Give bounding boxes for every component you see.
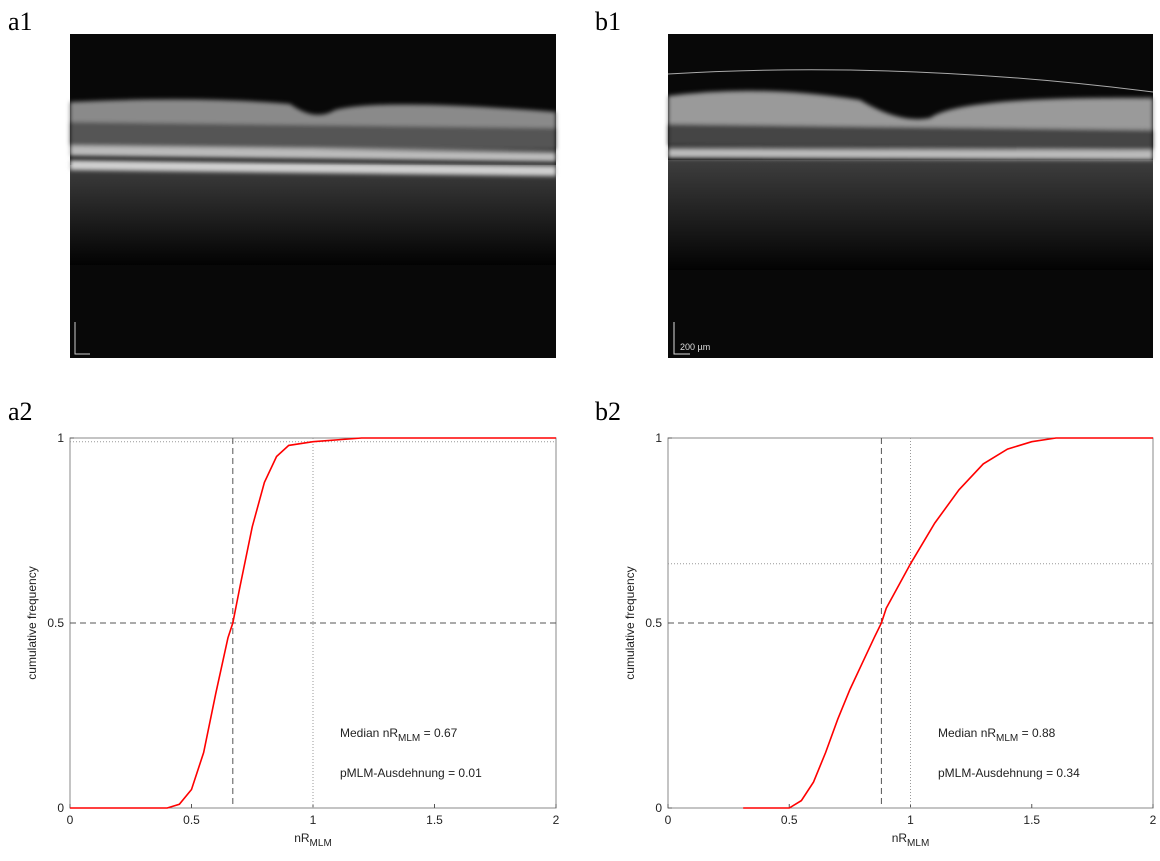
panel-label: a1 xyxy=(8,7,33,36)
annotation: Median nRMLM = 0.88 xyxy=(938,726,1056,744)
x-tick-label: 1 xyxy=(907,813,914,827)
x-axis-label: nRMLM xyxy=(294,831,332,849)
panel-label: b2 xyxy=(595,397,621,426)
x-tick-label: 1.5 xyxy=(1023,813,1040,827)
y-axis-label: cumulative frequency xyxy=(25,566,39,679)
panel-label: b1 xyxy=(595,7,621,36)
y-tick-label: 0 xyxy=(57,801,64,815)
y-axis-label: cumulative frequency xyxy=(623,566,637,679)
annotation: Median nRMLM = 0.67 xyxy=(340,726,458,744)
annotation: pMLM-Ausdehnung = 0.34 xyxy=(938,766,1080,780)
x-axis-label-main: nR xyxy=(892,831,908,845)
x-tick-label: 0.5 xyxy=(183,813,200,827)
annotation-part: = 0.88 xyxy=(1018,726,1055,740)
x-tick-label: 0.5 xyxy=(781,813,798,827)
annotation: pMLM-Ausdehnung = 0.01 xyxy=(340,766,482,780)
scale-bar-label: 200 µm xyxy=(680,342,710,352)
annotation-part: Median nR xyxy=(938,726,996,740)
y-tick-label: 0.5 xyxy=(47,616,64,630)
y-tick-label: 0 xyxy=(655,801,662,815)
annotation-sub: MLM xyxy=(398,733,420,744)
annotation-part: Median nR xyxy=(340,726,398,740)
annotation-sub: MLM xyxy=(996,733,1018,744)
x-axis-label-sub: MLM xyxy=(907,838,929,849)
y-tick-label: 0.5 xyxy=(645,616,662,630)
x-tick-label: 0 xyxy=(67,813,74,827)
x-tick-label: 1 xyxy=(310,813,317,827)
x-tick-label: 2 xyxy=(1150,813,1157,827)
y-tick-label: 1 xyxy=(655,431,662,445)
x-tick-label: 0 xyxy=(665,813,672,827)
x-tick-label: 1.5 xyxy=(426,813,443,827)
annotation-part: = 0.67 xyxy=(420,726,457,740)
x-axis-label-sub: MLM xyxy=(310,838,332,849)
cdf-line xyxy=(70,437,556,809)
x-axis-label-main: nR xyxy=(294,831,310,845)
y-tick-label: 1 xyxy=(57,431,64,445)
oct-image: 200 µm xyxy=(667,34,1154,358)
x-tick-label: 2 xyxy=(553,813,560,827)
x-axis-label: nRMLM xyxy=(892,831,930,849)
cdf-line xyxy=(743,437,1153,809)
oct-image xyxy=(70,34,556,358)
panel-label: a2 xyxy=(8,397,33,426)
